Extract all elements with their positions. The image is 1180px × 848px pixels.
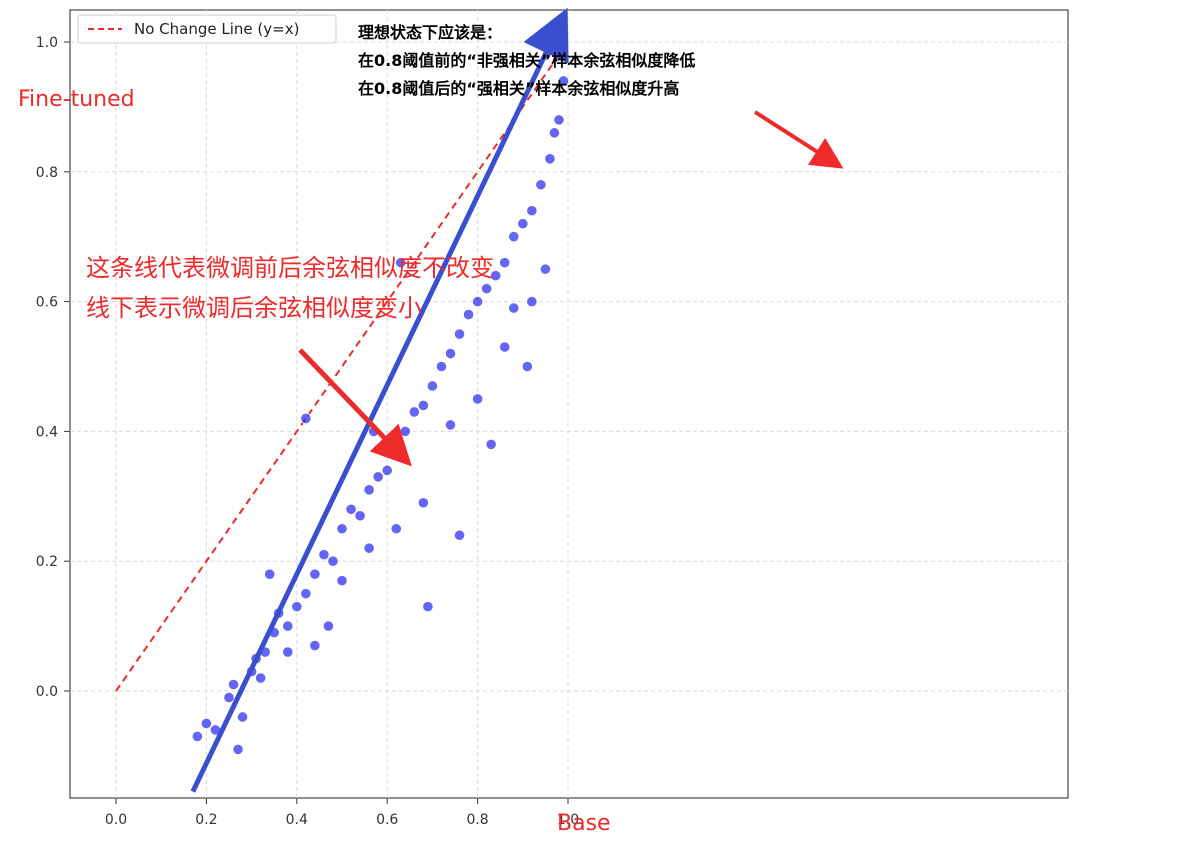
scatter-point <box>300 412 312 425</box>
scatter-point <box>462 308 475 321</box>
scatter-point <box>553 114 565 126</box>
scatter-point <box>309 639 321 652</box>
scatter-point <box>236 711 249 723</box>
scatter-point <box>499 257 511 269</box>
scatter-point <box>517 218 529 230</box>
scatter-point <box>336 523 348 535</box>
scatter-point <box>345 503 357 515</box>
scatter-point <box>453 328 466 340</box>
legend-box <box>77 14 337 44</box>
scatter-point <box>526 205 538 217</box>
x-tick-label: 1.0 <box>557 812 579 828</box>
scatter-point <box>444 419 457 431</box>
annotation-ideal-title: 理想状态下应该是： <box>358 23 502 42</box>
y-tick-label: 0.8 <box>36 165 58 181</box>
scatter-point <box>227 678 240 691</box>
plot-area <box>69 9 1069 799</box>
scatter-point <box>481 283 493 295</box>
scatter-point <box>471 393 484 405</box>
scatter-point <box>490 270 502 282</box>
scatter-point <box>255 672 267 684</box>
scatter-point <box>471 295 484 308</box>
scatter-point <box>526 295 538 308</box>
scatter-point <box>399 425 411 437</box>
scatter-point <box>426 380 438 392</box>
scatter-point <box>535 179 547 191</box>
scatter-point <box>232 743 244 756</box>
scatter-point <box>327 555 339 567</box>
scatter-point <box>200 717 212 730</box>
scatter-point <box>390 523 402 535</box>
scatter-point <box>422 601 434 613</box>
scatter-point <box>354 510 366 522</box>
red-arrow-to-threshold <box>753 110 844 169</box>
trend-arrow <box>190 7 569 793</box>
scatter-point <box>453 529 466 541</box>
scatter-point <box>417 497 429 509</box>
scatter-point <box>372 471 384 483</box>
scatter-point <box>408 406 420 418</box>
scatter-point <box>282 620 294 632</box>
scatter-point <box>548 127 561 139</box>
annotation-ideal-line2: 在0.8阈值后的“强相关”样本余弦相似度升高 <box>358 79 679 98</box>
x-tick-label: 0.6 <box>376 812 398 828</box>
scatter-point <box>191 730 203 743</box>
scatter-point <box>318 549 330 561</box>
scatter-point <box>223 691 235 704</box>
x-tick-label: 0.0 <box>105 812 127 828</box>
scatter-point <box>521 360 533 373</box>
legend-label: No Change Line (y=x) <box>134 20 299 38</box>
y-tick-label: 0.6 <box>36 295 58 311</box>
scatter-point <box>544 153 556 165</box>
scatter-point <box>508 231 520 243</box>
scatter-point <box>508 302 520 314</box>
scatter-point <box>291 601 303 613</box>
y-axis-label: Fine-tuned <box>18 87 135 112</box>
trend-arrow-group <box>190 7 569 793</box>
annotation-below-line: 线下表示微调后余弦相似度变小 <box>86 294 422 322</box>
y-tick-label: 1.0 <box>36 35 58 51</box>
scatter-point <box>395 257 407 269</box>
scatter-point <box>282 646 294 658</box>
scatter-points <box>191 75 570 756</box>
scatter-point <box>309 568 321 580</box>
scatter-point <box>557 75 570 87</box>
scatter-point <box>417 399 429 412</box>
scatter-point <box>435 360 448 373</box>
scatter-point <box>363 542 375 554</box>
legend: No Change Line (y=x) <box>77 14 337 44</box>
x-tick-label: 0.2 <box>195 812 217 828</box>
annotation-no-change: 这条线代表微调前后余弦相似度不改变 <box>86 254 494 282</box>
y-tick-label: 0.2 <box>36 554 58 570</box>
scatter-point <box>539 263 552 275</box>
scatter-point <box>264 568 276 580</box>
red-arrow-to-line <box>298 348 412 467</box>
scatter-point <box>322 620 335 632</box>
scatter-point <box>300 588 312 600</box>
y-tick-label: 0.4 <box>36 424 58 440</box>
scatter-point <box>444 347 457 360</box>
scatter-point <box>381 464 393 476</box>
scatter-point <box>499 341 511 353</box>
scatter-point <box>363 484 375 496</box>
tick-labels: 0.0 0.2 0.4 0.6 0.8 1.0 0.0 0.2 0.4 0.6 0.8 1.0 <box>36 35 579 828</box>
scatter-point <box>485 438 497 450</box>
x-tick-label: 0.8 <box>466 812 488 828</box>
scatter-point <box>336 575 348 587</box>
annotation-ideal-line1: 在0.8阈值前的“非强相关”样本余弦相似度降低 <box>358 51 695 70</box>
x-axis-label: Base <box>557 811 611 836</box>
x-tick-label: 0.4 <box>286 812 308 828</box>
y-tick-label: 0.0 <box>36 684 58 700</box>
